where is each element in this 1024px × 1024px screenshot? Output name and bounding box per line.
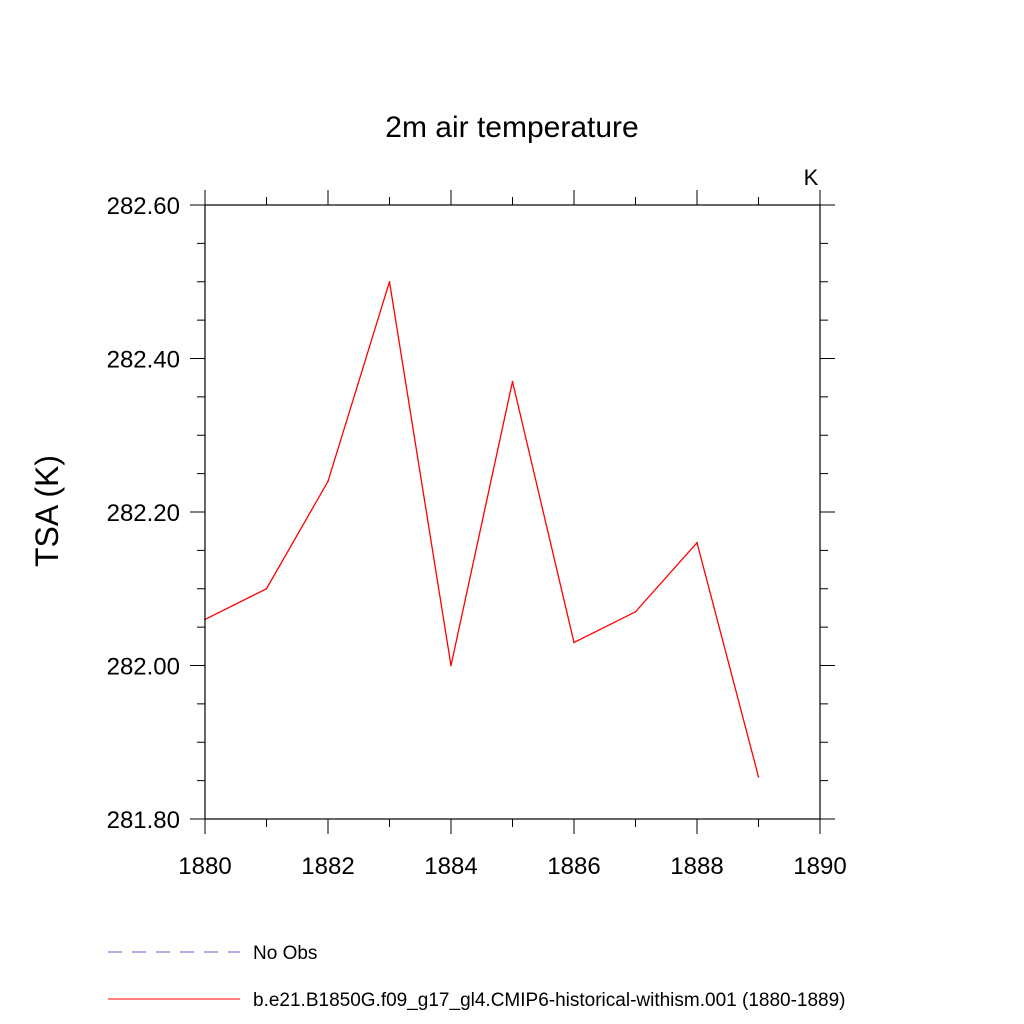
chart-title: 2m air temperature bbox=[385, 111, 638, 144]
x-tick-label: 1888 bbox=[670, 853, 723, 880]
y-tick-label: 282.40 bbox=[107, 347, 180, 374]
x-tick-label: 1890 bbox=[793, 853, 846, 880]
legend: No Obs b.e21.B1850G.f09_g17_gl4.CMIP6-his… bbox=[108, 943, 846, 1011]
data-point bbox=[573, 641, 575, 644]
legend-label-0: No Obs bbox=[253, 943, 317, 964]
axes: 1880 1882 1884 1886 1888 1890 281.80 282.00 282.… bbox=[107, 190, 847, 880]
data-point bbox=[757, 775, 760, 778]
x-tick-label: 1884 bbox=[424, 853, 477, 880]
x-tick-label: 1886 bbox=[547, 853, 600, 880]
data-point bbox=[511, 380, 514, 383]
y-tick-label: 282.60 bbox=[107, 193, 180, 220]
x-tick-label: 1882 bbox=[301, 853, 354, 880]
legend-label-1: b.e21.B1850G.f09_g17_gl4.CMIP6-historica… bbox=[253, 990, 846, 1011]
y-tick-label: 282.00 bbox=[107, 654, 180, 681]
series-layer bbox=[204, 280, 760, 778]
unit-label: K bbox=[804, 165, 819, 190]
y-tick-label: 282.20 bbox=[107, 500, 180, 527]
data-point bbox=[327, 480, 329, 483]
plot-frame bbox=[204, 204, 821, 820]
y-tick-label: 281.80 bbox=[107, 807, 180, 834]
x-tick-label: 1880 bbox=[178, 853, 231, 880]
data-point bbox=[388, 280, 391, 283]
data-point bbox=[265, 587, 268, 590]
y-axis-label: TSA (K) bbox=[29, 455, 65, 567]
data-point bbox=[696, 541, 698, 544]
data-point bbox=[450, 664, 452, 667]
data-point bbox=[634, 610, 637, 613]
series-line-1 bbox=[204, 281, 760, 777]
